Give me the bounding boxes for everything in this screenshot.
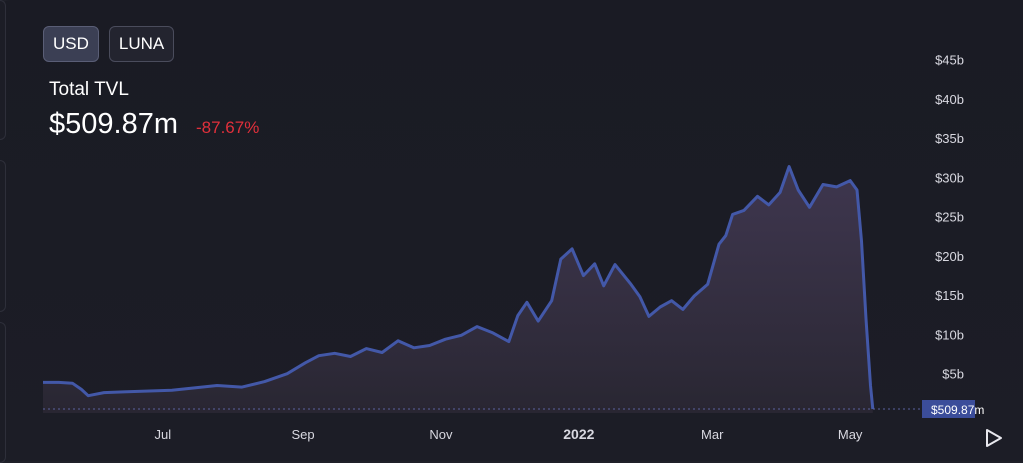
y-tick-label: $5b — [942, 367, 964, 382]
x-tick-label: Jul — [155, 427, 172, 442]
x-tick-label: 2022 — [563, 426, 594, 442]
x-tick-label: May — [838, 427, 863, 442]
current-value-label: $509.87m — [931, 403, 984, 417]
tvl-series-line — [43, 165, 875, 410]
y-tick-label: $15b — [935, 288, 964, 303]
y-tick-label: $10b — [935, 327, 964, 342]
x-tick-label: Nov — [429, 427, 453, 442]
usd-toggle-button[interactable]: USD — [43, 26, 99, 62]
tvl-change-percent: -87.67% — [196, 118, 260, 137]
chart-title: Total TVL — [49, 79, 129, 100]
x-tick-label: Mar — [701, 427, 724, 442]
play-icon[interactable] — [984, 427, 1004, 449]
left-panel-edge — [0, 0, 6, 463]
tvl-area-fill — [43, 166, 873, 413]
y-tick-label: $20b — [935, 249, 964, 264]
y-tick-label: $40b — [935, 92, 964, 107]
y-tick-label: $25b — [935, 210, 964, 225]
y-tick-label: $30b — [935, 170, 964, 185]
y-tick-label: $35b — [935, 131, 964, 146]
x-tick-label: Sep — [291, 427, 314, 442]
denomination-toggle: USD LUNA — [43, 26, 175, 62]
y-tick-label: $45b — [935, 53, 964, 68]
current-value-badge — [922, 399, 975, 418]
luna-toggle-button[interactable]: LUNA — [108, 26, 175, 62]
tvl-value: $509.87m — [49, 108, 178, 140]
